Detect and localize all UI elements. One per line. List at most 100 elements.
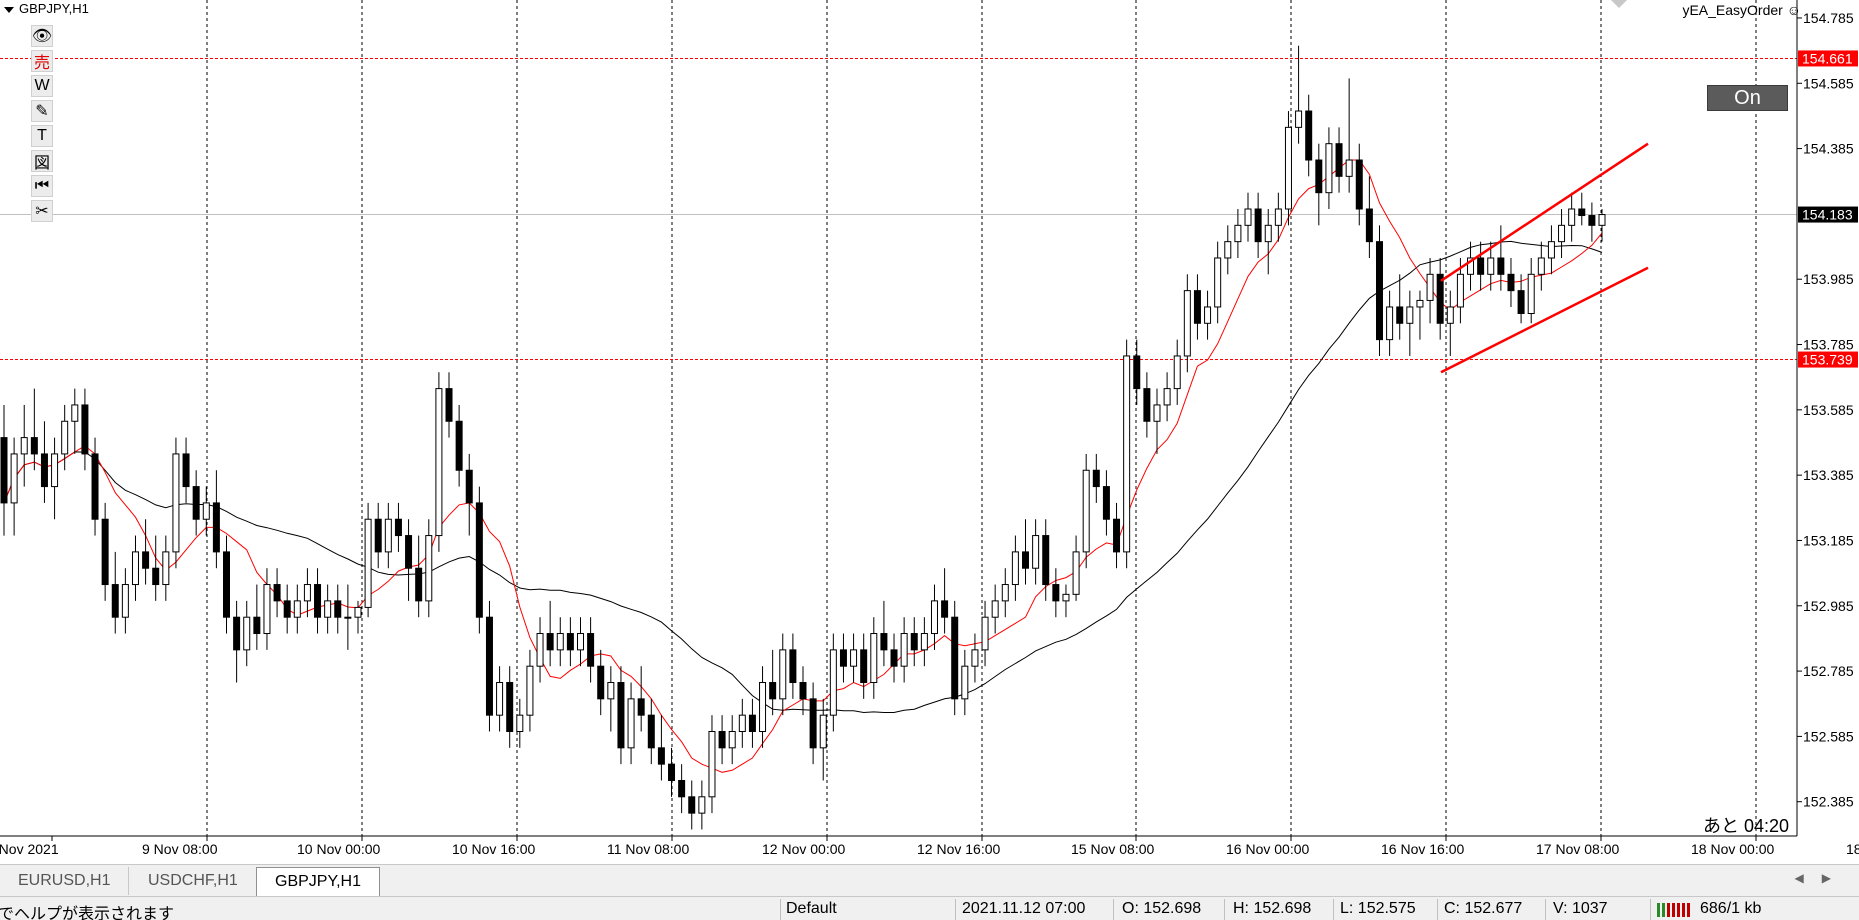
candle-bull — [1264, 224, 1272, 243]
candle-bear — [192, 486, 200, 520]
candle-bull — [1568, 208, 1576, 226]
status-profile: Default — [786, 900, 837, 917]
shape-icon[interactable]: 図 — [31, 150, 53, 172]
candle-bull — [829, 649, 837, 716]
status-divider — [955, 899, 956, 920]
rewind-icon[interactable]: ⏮ — [31, 175, 53, 197]
candle-bull — [850, 649, 858, 667]
candle-bull — [576, 633, 584, 651]
candle-bull — [1274, 208, 1282, 226]
candle-bear — [314, 584, 322, 618]
candle-bull — [162, 551, 170, 586]
scissors-icon[interactable]: ✂ — [31, 200, 53, 222]
candle-bull — [243, 616, 251, 651]
candle-bull — [708, 731, 716, 798]
candle-bull — [1001, 584, 1009, 602]
candle-bull — [1456, 273, 1464, 308]
status-close: C: 152.677 — [1444, 900, 1523, 917]
candle-bear — [1133, 355, 1141, 390]
status-divider — [1650, 899, 1651, 920]
candle-bear — [1578, 208, 1586, 217]
candle-bull — [10, 453, 18, 504]
candle-bear — [394, 518, 402, 537]
candle-bear — [566, 633, 574, 651]
eye-icon[interactable]: 👁 — [31, 25, 53, 47]
time-label: 10 Nov 16:00 — [452, 841, 535, 857]
candle-bear — [233, 616, 241, 651]
candle-bear — [678, 779, 686, 798]
price-label: 154.585 — [1803, 75, 1854, 91]
text-icon[interactable]: T — [31, 125, 53, 147]
candle-bull — [303, 584, 311, 602]
sell-icon[interactable]: 売 — [31, 50, 53, 72]
candle-bull — [425, 535, 433, 602]
candle-bull — [1547, 241, 1555, 259]
candle-bear — [1315, 159, 1323, 194]
candle-bull — [121, 584, 129, 618]
candle-bull — [556, 633, 564, 651]
candle-bear — [212, 502, 220, 553]
tab-eurusd[interactable]: EURUSD,H1 — [0, 867, 130, 895]
candle-bear — [1193, 290, 1201, 324]
time-label: 16 Nov 16:00 — [1381, 841, 1464, 857]
price-marker-label: 154.183 — [1802, 207, 1853, 223]
candle-bear — [647, 714, 655, 749]
candle-bull — [1163, 388, 1171, 406]
candle-bear — [910, 633, 918, 651]
candle-bear — [1365, 208, 1373, 243]
candle-bull — [1406, 306, 1414, 324]
candle-bull — [1325, 143, 1333, 194]
candle-bull — [1153, 404, 1161, 422]
candle-bear — [880, 633, 888, 651]
candle-bear — [415, 567, 423, 602]
candle-bull — [354, 606, 362, 618]
candlesticks — [0, 45, 1606, 830]
tab-scroll-arrows[interactable]: ◀▶ — [1794, 871, 1849, 885]
candle-bull — [930, 600, 938, 635]
tab-usdchf[interactable]: USDCHF,H1 — [130, 867, 257, 895]
status-bar: でヘルプが表示されます Default 2021.11.12 07:00 O: … — [0, 896, 1859, 920]
candle-bear — [465, 469, 473, 504]
candle-bull — [961, 665, 969, 700]
candle-bear — [1588, 215, 1596, 226]
w-icon[interactable]: W — [31, 75, 53, 97]
candle-bear — [839, 649, 847, 667]
candle-bear — [769, 682, 777, 700]
price-label: 152.585 — [1803, 728, 1854, 744]
scroll-marker-icon — [1611, 0, 1627, 8]
price-marker-label: 154.661 — [1802, 50, 1853, 66]
candle-bull — [20, 437, 28, 455]
pencil-icon[interactable]: ✎ — [31, 100, 53, 122]
candle-bear — [152, 567, 160, 586]
price-label: 153.385 — [1803, 467, 1854, 483]
candle-bear — [111, 584, 119, 618]
price-channel — [1440, 142, 1649, 374]
ea-on-button[interactable]: On — [1707, 85, 1788, 111]
tab-gbpjpy[interactable]: GBPJPY,H1 — [256, 867, 380, 896]
status-divider — [1545, 899, 1546, 920]
candle-bear — [0, 437, 8, 504]
candle-bull — [384, 518, 392, 553]
candle-bear — [30, 437, 38, 455]
candle-bull — [1173, 355, 1181, 390]
candle-bear — [253, 616, 261, 635]
candle-bear — [142, 551, 150, 569]
chart-symbol-title: GBPJPY,H1 — [4, 1, 89, 16]
price-label: 153.785 — [1803, 337, 1854, 353]
candle-bull — [1284, 126, 1292, 210]
candle-bear — [657, 747, 665, 765]
candle-bear — [445, 388, 453, 422]
price-label: 152.785 — [1803, 663, 1854, 679]
candle-bull — [981, 616, 989, 651]
candle-bear — [1375, 241, 1383, 341]
time-label: 18 Nov 00:00 — [1691, 841, 1774, 857]
candle-bull — [1416, 299, 1424, 308]
candle-bear — [101, 518, 109, 586]
candle-bear — [941, 600, 949, 618]
candle-bull — [1082, 469, 1090, 553]
collapse-triangle-icon[interactable] — [4, 6, 14, 13]
ea-toolbar: 👁 売 W ✎ T 図 ⏮ ✂ — [31, 25, 55, 225]
candle-bear — [1507, 273, 1515, 292]
candle-bear — [1517, 290, 1525, 314]
